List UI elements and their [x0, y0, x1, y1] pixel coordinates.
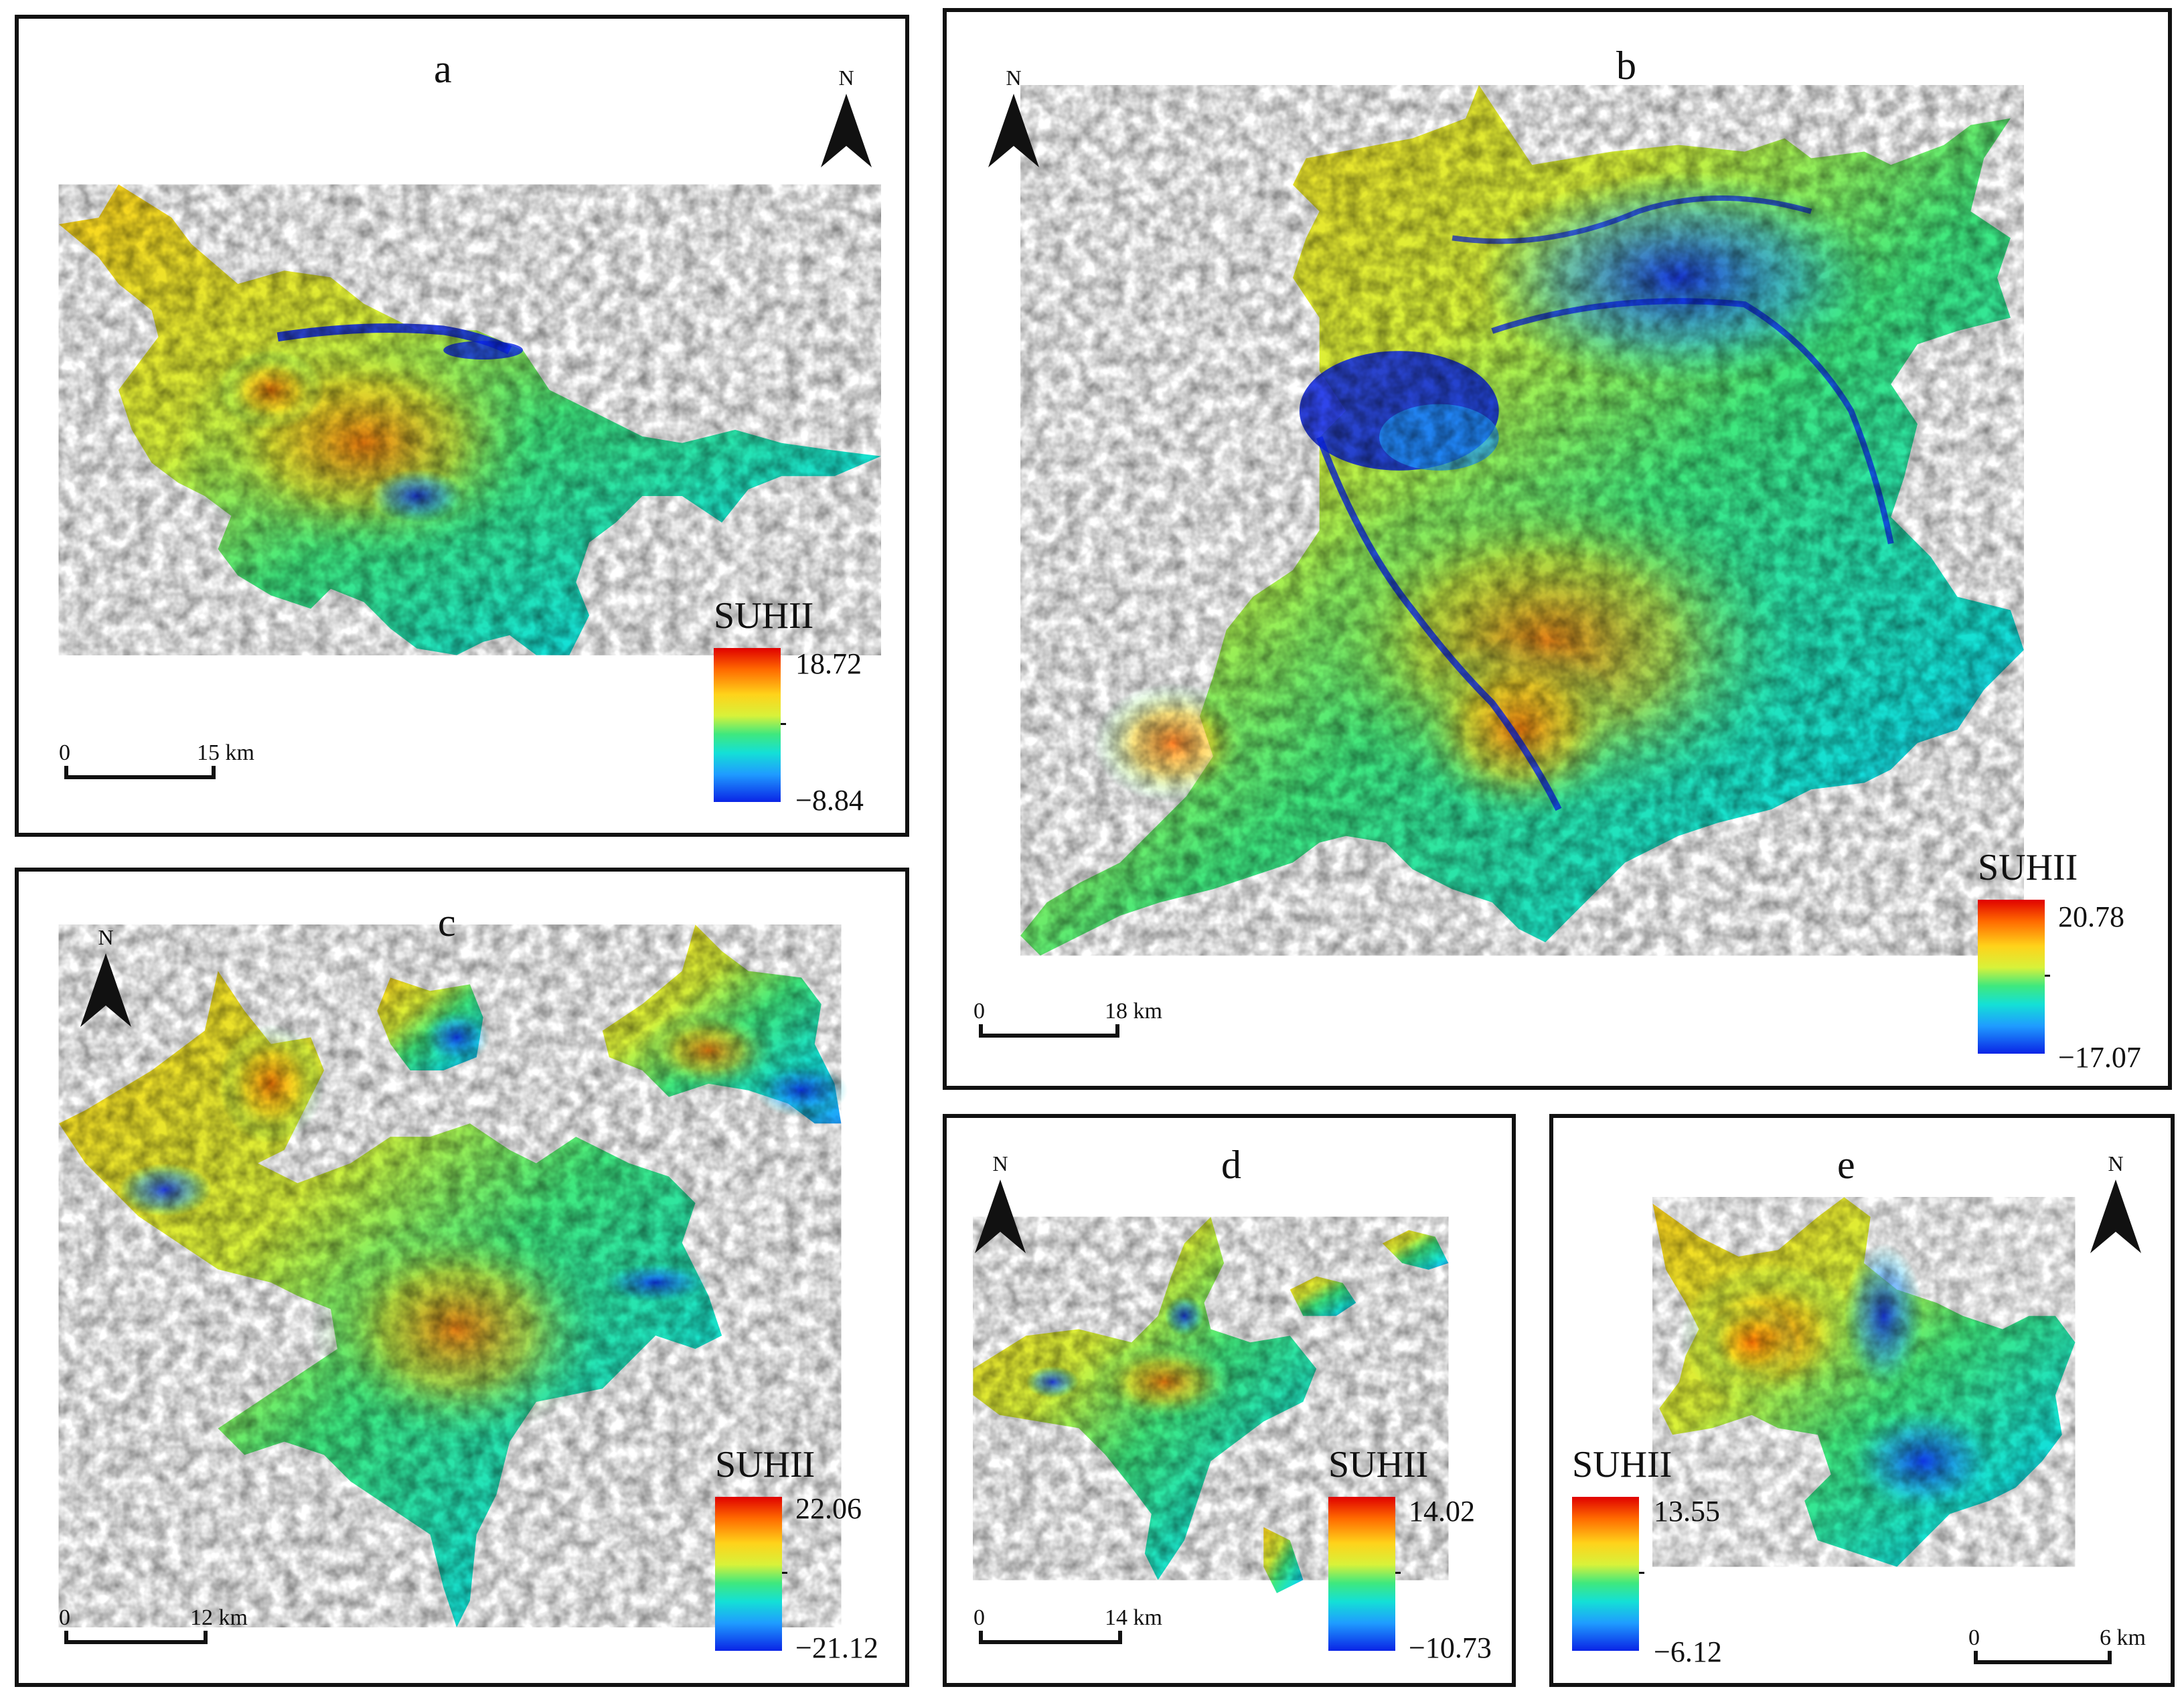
legend-mid-tick: [782, 1572, 787, 1574]
north-arrow: N: [2089, 1153, 2142, 1253]
scale-zero: 0: [59, 740, 70, 765]
legend-mid-tick: [2045, 975, 2050, 977]
legend-max-value: 14.02: [1409, 1495, 1475, 1528]
legend-max-value: 13.55: [1654, 1495, 1720, 1528]
panel-label: b: [1616, 44, 1636, 88]
scale-bar: 0 12 km: [59, 1607, 273, 1660]
north-arrow-icon: [975, 1180, 1026, 1253]
legend-mid-tick: [781, 723, 786, 725]
legend-color-ramp: [715, 1497, 782, 1651]
legend-color-ramp: [714, 648, 781, 802]
legend-title: SUHII: [714, 595, 814, 637]
north-arrow-icon: [2090, 1180, 2141, 1253]
legend-max-value: 20.78: [2058, 900, 2124, 933]
suhii-map-d: [973, 1216, 1449, 1593]
scale-bar: 0 15 km: [59, 742, 260, 795]
map-panel-b: b N SUHII 20.78 −17.07 0 18 km: [943, 8, 2172, 1090]
north-letter: N: [2108, 1151, 2124, 1176]
north-letter: N: [98, 925, 114, 949]
scale-zero: 0: [973, 1605, 985, 1630]
suhii-map-a: [58, 184, 881, 655]
legend-title: SUHII: [1572, 1444, 1672, 1485]
legend-min-value: −21.12: [795, 1631, 878, 1664]
panel-label: c: [438, 900, 456, 945]
legend-title: SUHII: [1328, 1444, 1429, 1485]
scale-distance: 18 km: [1105, 999, 1162, 1024]
north-arrow: N: [987, 67, 1040, 167]
panel-label: a: [434, 47, 452, 91]
legend-min-value: −10.73: [1409, 1631, 1492, 1664]
legend-max-value: 18.72: [795, 647, 862, 680]
north-arrow-icon: [821, 94, 872, 167]
legend-color-ramp: [1978, 900, 2045, 1054]
suhii-map-c: [58, 924, 848, 1627]
legend-min-value: −8.84: [795, 784, 864, 817]
scale-bar: 0 6 km: [1968, 1627, 2169, 1680]
scale-distance: 12 km: [190, 1605, 248, 1630]
scale-bar: 0 14 km: [973, 1607, 1188, 1660]
suhii-map-b: [1020, 85, 2024, 956]
north-arrow: N: [973, 1153, 1027, 1253]
legend-title: SUHII: [715, 1444, 815, 1485]
scale-zero: 0: [1968, 1625, 1980, 1650]
north-letter: N: [992, 1151, 1008, 1176]
scale-distance: 15 km: [197, 740, 254, 765]
map-panel-a: a N SUHII 18.72 −8.84 0 15 km: [15, 15, 909, 837]
scale-zero: 0: [973, 999, 985, 1024]
map-panel-d: d N SUHII 14.02 −10.73 0 14 km: [943, 1114, 1516, 1687]
panel-label: d: [1221, 1143, 1241, 1187]
legend-title: SUHII: [1978, 847, 2078, 888]
north-arrow-icon: [80, 953, 131, 1027]
suhii-map-e: [1652, 1197, 2076, 1567]
legend-mid-tick: [1395, 1572, 1401, 1574]
scale-zero: 0: [59, 1605, 70, 1630]
scale-distance: 6 km: [2100, 1625, 2146, 1650]
north-letter: N: [1006, 66, 1022, 90]
north-arrow-icon: [988, 94, 1039, 167]
map-panel-c: c N SUHII 22.06 −21.12 0 12 km: [15, 868, 909, 1687]
legend-min-value: −6.12: [1654, 1635, 1722, 1668]
north-arrow: N: [79, 926, 133, 1027]
scale-bar: 0 18 km: [973, 1000, 1188, 1054]
north-arrow: N: [820, 67, 873, 167]
legend-max-value: 22.06: [795, 1492, 862, 1525]
legend-mid-tick: [1639, 1572, 1644, 1574]
panel-label: e: [1837, 1143, 1855, 1187]
legend-color-ramp: [1328, 1497, 1395, 1651]
scale-distance: 14 km: [1105, 1605, 1162, 1630]
legend-color-ramp: [1572, 1497, 1639, 1651]
north-letter: N: [838, 66, 854, 90]
map-panel-e: e N SUHII 13.55 −6.12 0 6 km: [1549, 1114, 2175, 1687]
legend-min-value: −17.07: [2058, 1041, 2141, 1074]
